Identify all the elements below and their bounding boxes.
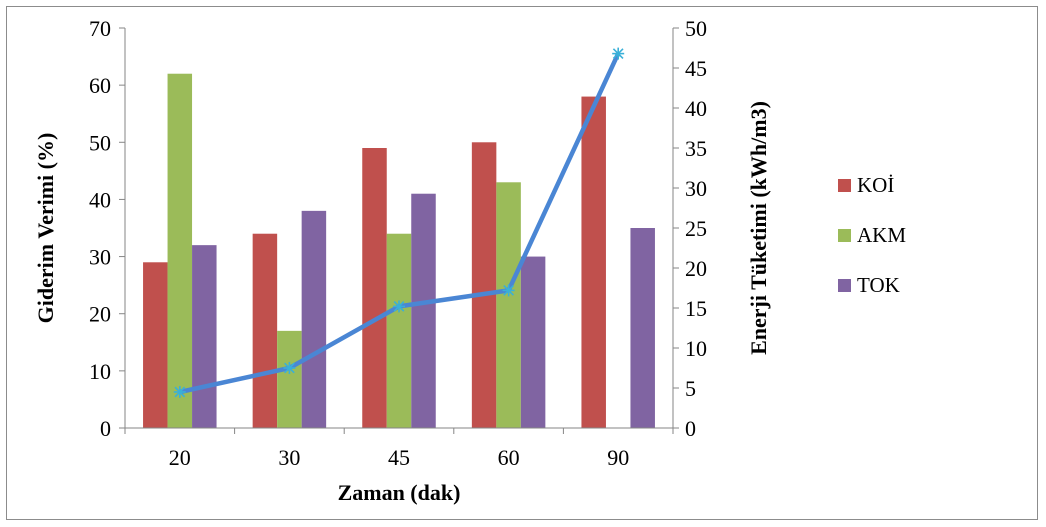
legend-swatch-akm bbox=[838, 229, 851, 242]
energy-point-60 bbox=[502, 284, 515, 297]
left-y-tick-label: 30 bbox=[89, 245, 111, 270]
legend: KOİ AKM TOK bbox=[838, 173, 906, 297]
bar-tok-30 bbox=[301, 210, 327, 428]
x-ticks: 20 30 45 60 90 bbox=[124, 428, 674, 470]
right-y-tick-label: 25 bbox=[685, 216, 707, 241]
bar-tok-45 bbox=[411, 193, 436, 428]
legend-label-tok: TOK bbox=[857, 273, 900, 297]
left-y-ticks: 0 10 20 30 40 50 60 70 bbox=[89, 16, 125, 441]
left-y-axis-title: Giderim Verimi (%) bbox=[33, 133, 58, 324]
energy-point-45 bbox=[393, 300, 405, 313]
legend-label-akm: AKM bbox=[857, 223, 906, 247]
right-y-tick-label: 35 bbox=[685, 136, 707, 161]
energy-point-30 bbox=[283, 362, 296, 374]
bar-koi̇-30 bbox=[252, 233, 278, 428]
left-y-tick-label: 70 bbox=[89, 16, 111, 41]
left-y-tick-label: 0 bbox=[100, 416, 111, 441]
x-axis-title: Zaman (dak) bbox=[338, 480, 461, 505]
right-y-axis-title: Enerji Tüketimi (kWh/m3) bbox=[746, 101, 771, 355]
right-y-ticks: 0 5 10 15 20 25 30 35 40 45 50 bbox=[673, 16, 707, 441]
left-y-tick-label: 10 bbox=[89, 359, 111, 384]
bar-tok-20 bbox=[192, 245, 217, 428]
bar-akm-60 bbox=[496, 182, 521, 428]
bar-akm-30 bbox=[277, 330, 302, 428]
bar-koi̇-45 bbox=[362, 148, 387, 428]
right-y-tick-label: 50 bbox=[685, 16, 707, 41]
legend-label-koi̇: KOİ bbox=[857, 173, 894, 197]
x-tick-label-30: 30 bbox=[278, 445, 300, 470]
right-y-tick-label: 40 bbox=[685, 96, 707, 121]
bar-koi̇-20 bbox=[143, 262, 168, 428]
bar-tok-60 bbox=[520, 256, 546, 428]
bar-tok-90 bbox=[630, 228, 655, 428]
x-tick-label-60: 60 bbox=[498, 445, 520, 470]
energy-point-20 bbox=[173, 386, 186, 398]
right-y-tick-label: 10 bbox=[685, 336, 707, 361]
bar-akm-45 bbox=[386, 233, 412, 428]
x-tick-label-20: 20 bbox=[169, 445, 191, 470]
left-y-tick-label: 40 bbox=[89, 187, 111, 212]
right-y-tick-label: 5 bbox=[685, 376, 696, 401]
x-tick-label-45: 45 bbox=[388, 445, 410, 470]
right-y-tick-label: 0 bbox=[685, 416, 696, 441]
right-y-tick-label: 45 bbox=[685, 56, 707, 81]
x-tick-label-90: 90 bbox=[607, 445, 629, 470]
bar-koi̇-60 bbox=[471, 142, 497, 429]
left-y-tick-label: 50 bbox=[89, 130, 111, 155]
right-y-tick-label: 15 bbox=[685, 296, 707, 321]
energy-point-90 bbox=[612, 47, 625, 60]
legend-swatch-tok bbox=[838, 279, 851, 292]
bar-akm-20 bbox=[167, 73, 193, 428]
left-y-tick-label: 20 bbox=[89, 302, 111, 327]
right-y-tick-label: 30 bbox=[685, 176, 707, 201]
legend-swatch-koi̇ bbox=[838, 179, 851, 192]
left-y-tick-label: 60 bbox=[89, 73, 111, 98]
plot-area bbox=[143, 47, 655, 429]
bar-koi̇-90 bbox=[581, 96, 606, 429]
right-y-tick-label: 20 bbox=[685, 256, 707, 281]
